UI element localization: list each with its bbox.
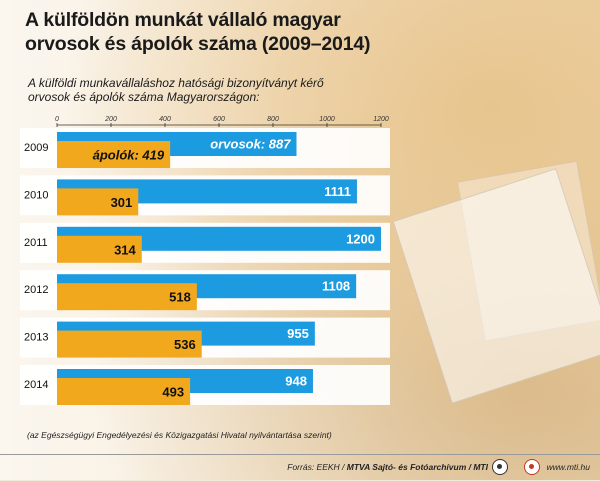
bar-apolok [57,235,142,263]
x-tick-label: 1000 [319,116,335,123]
x-tick-label: 200 [104,116,117,123]
bar-apolok [57,283,197,311]
footer: Forrás: EEKH / MTVA Sajtó- és Fotóarchív… [0,454,600,481]
year-label: 2012 [24,284,48,296]
bar-orvosok-label: orvosok: 887 [210,137,291,152]
bar-apolok-label: 518 [169,290,191,305]
bar-apolok-label: 301 [111,195,133,210]
bar-orvosok-label: 1108 [322,279,350,294]
chart-title: A külföldön munkát vállaló magyar orvoso… [25,9,371,55]
year-label: 2010 [24,189,48,201]
bar-orvosok-label: 1200 [346,231,375,246]
source-agency: MTVA Sajtó- és Fotóarchívum / MTI [346,462,488,472]
bar-orvosok-label: 948 [285,374,307,389]
year-label: 2011 [24,237,48,249]
chart-subtitle: A külföldi munkavállaláshoz hatósági biz… [28,76,324,104]
bar-orvosok-label: 1111 [324,184,351,199]
bar-apolok-label: 536 [174,337,196,352]
bar-apolok [57,188,139,216]
website-link[interactable]: www.mti.hu [546,462,590,472]
source-prefix: Forrás: EEKH / [287,462,347,472]
year-label: 2009 [24,142,48,154]
x-tick-label: 1200 [373,116,389,123]
bar-apolok [57,378,191,405]
bar-apolok [57,330,202,358]
bar-apolok [57,141,171,168]
mtva-logo-icon [492,459,508,475]
mti-logo-icon [524,459,540,475]
year-label: 2014 [24,379,48,391]
x-tick-label: 400 [159,116,171,123]
bar-apolok-label: 314 [114,242,136,257]
data-note: (az Egészségügyi Engedélyezési és Köziga… [27,430,332,440]
bar-orvosok-label: 955 [287,326,309,341]
x-tick-label: 0 [55,116,59,123]
year-label: 2013 [24,332,48,344]
x-tick-label: 600 [213,116,225,123]
source-credit: Forrás: EEKH / MTVA Sajtó- és Fotóarchív… [287,462,488,472]
bar-apolok-label: 493 [162,385,184,400]
x-tick-label: 800 [267,116,279,123]
bar-apolok-label: ápolók: 419 [93,148,165,163]
